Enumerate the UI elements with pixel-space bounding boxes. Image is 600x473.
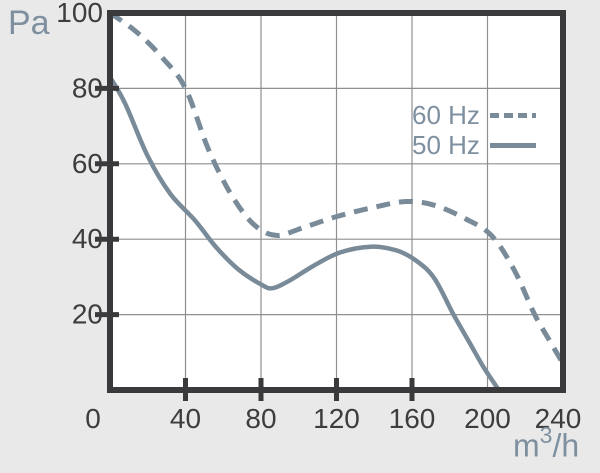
x-axis-unit-label: m3/h	[513, 422, 580, 465]
x-tick-label-80: 80	[245, 403, 276, 434]
x-unit-rest: /h	[552, 427, 580, 464]
x-tick-label-200: 200	[464, 403, 511, 434]
y-tick-label-80: 80	[72, 72, 103, 103]
y-axis-unit-label: Pa	[8, 4, 50, 42]
x-unit-superscript: 3	[539, 422, 553, 448]
legend-solid-line-sample	[490, 142, 536, 148]
legend-dashed-line-sample	[490, 112, 536, 118]
curve-50hz	[108, 75, 501, 392]
x-tick-label-160: 160	[389, 403, 436, 434]
legend: 60 Hz 50 Hz	[412, 100, 536, 160]
legend-item-50hz: 50 Hz	[412, 130, 536, 160]
legend-label-50hz: 50 Hz	[412, 130, 480, 160]
curve-60hz	[108, 10, 566, 365]
y-tick-label-60: 60	[72, 148, 103, 179]
x-tick-label-0: 0	[85, 403, 101, 434]
legend-item-60hz: 60 Hz	[412, 100, 536, 130]
y-tick-label-20: 20	[72, 299, 103, 330]
x-unit-base: m	[513, 427, 540, 464]
x-tick-label-40: 40	[170, 403, 201, 434]
x-tick-label-240: 240	[535, 403, 582, 434]
legend-label-60hz: 60 Hz	[412, 100, 480, 130]
y-tick-label-40: 40	[72, 223, 103, 254]
x-tick-label-120: 120	[313, 403, 360, 434]
y-tick-label-100: 100	[56, 0, 103, 28]
